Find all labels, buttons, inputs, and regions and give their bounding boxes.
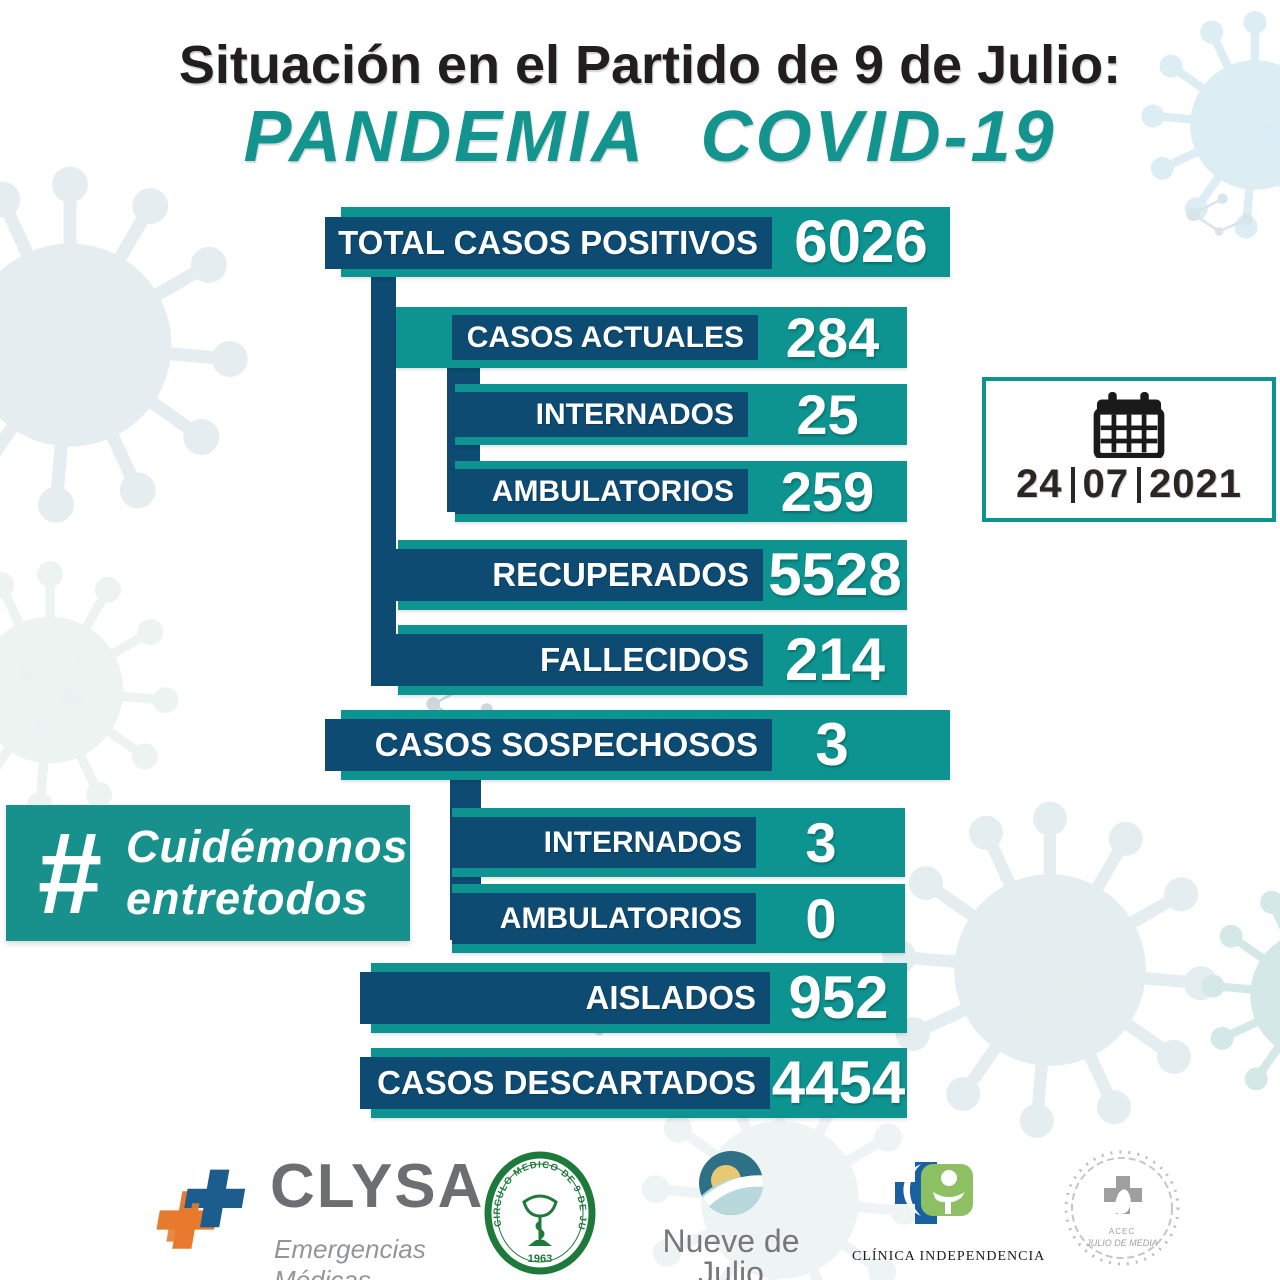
date-month: 07 bbox=[1082, 462, 1129, 506]
svg-text:JULIO DE MEDIA: JULIO DE MEDIA bbox=[1085, 1238, 1158, 1248]
virus-watermark bbox=[880, 800, 1220, 1140]
clysa-wordmark: CLYSA bbox=[270, 1152, 485, 1221]
calendar-icon bbox=[1093, 392, 1165, 458]
stat-value: 3 bbox=[805, 811, 837, 874]
stat-value: 5528 bbox=[768, 541, 902, 608]
date-separator bbox=[1070, 466, 1075, 503]
molecule-watermark bbox=[1185, 192, 1255, 237]
hashtag-banner: # Cuidémonos entretodos bbox=[6, 805, 410, 941]
stat-value: 284 bbox=[785, 306, 880, 369]
stat-value: 25 bbox=[796, 383, 859, 446]
stat-label: AMBULATORIOS bbox=[452, 893, 756, 944]
stat-label: AISLADOS bbox=[360, 972, 770, 1024]
stat-value: 952 bbox=[788, 964, 889, 1031]
logo-circulo-medico: CIRCULO MEDICO DE 9 DE JULIO 1963 bbox=[482, 1150, 596, 1275]
stat-value: 259 bbox=[780, 460, 875, 523]
date-day: 24 bbox=[1016, 462, 1063, 506]
logo-clysa: CLYSA Emergencias Médicas bbox=[148, 1148, 482, 1280]
connector-total bbox=[371, 260, 396, 686]
report-date: 24 07 2021 bbox=[1016, 462, 1242, 507]
page-subtitle: PANDEMIA COVID-19 bbox=[243, 97, 1057, 177]
svg-text:ACEC: ACEC bbox=[1109, 1227, 1135, 1236]
stat-value: 3 bbox=[815, 711, 849, 778]
svg-text:1963: 1963 bbox=[528, 1253, 552, 1265]
logo-clinica-independencia: CLÍNICA INDEPENDENCIA bbox=[852, 1148, 1046, 1276]
clysa-cross-icon bbox=[156, 1169, 246, 1249]
stat-value: 0 bbox=[805, 887, 837, 950]
stat-label: TOTAL CASOS POSITIVOS bbox=[325, 217, 772, 269]
stat-label: AMBULATORIOS bbox=[455, 469, 748, 514]
virus-watermark bbox=[1200, 880, 1280, 1110]
stat-value: 214 bbox=[784, 626, 886, 693]
logo-municipalidad: Nueve de Julio MUNICIPALIDAD bbox=[626, 1150, 836, 1280]
stat-label: INTERNADOS bbox=[452, 817, 756, 868]
stat-label: CASOS ACTUALES bbox=[452, 315, 758, 360]
date-year: 2021 bbox=[1149, 462, 1242, 506]
virus-watermark bbox=[0, 165, 250, 525]
municipalidad-icon bbox=[699, 1151, 763, 1215]
clysa-tagline: Emergencias Médicas bbox=[274, 1234, 426, 1280]
logo-stamp: ACEC JULIO DE MEDIA bbox=[1064, 1150, 1180, 1266]
stat-label: RECUPERADOS bbox=[392, 549, 763, 601]
municipalidad-name: Nueve de Julio bbox=[662, 1223, 800, 1280]
stat-label: CASOS SOSPECHOSOS bbox=[325, 719, 772, 771]
stat-value: 6026 bbox=[794, 208, 928, 275]
clinica-icon bbox=[895, 1162, 973, 1224]
hashtag-line1: Cuidémonos bbox=[126, 821, 409, 872]
hash-symbol: # bbox=[36, 808, 101, 938]
stat-label: FALLECIDOS bbox=[392, 634, 763, 686]
page-title: Situación en el Partido de 9 de Julio: bbox=[178, 35, 1122, 95]
stat-label: INTERNADOS bbox=[455, 392, 748, 437]
stat-value: 4454 bbox=[771, 1049, 906, 1116]
hashtag-line2: entretodos bbox=[126, 873, 369, 924]
report-date-box: 24 07 2021 bbox=[982, 377, 1276, 522]
virus-watermark bbox=[0, 560, 180, 820]
date-separator bbox=[1137, 466, 1141, 503]
stat-label: CASOS DESCARTADOS bbox=[360, 1057, 770, 1109]
clinica-name: CLÍNICA INDEPENDENCIA bbox=[852, 1249, 1046, 1264]
